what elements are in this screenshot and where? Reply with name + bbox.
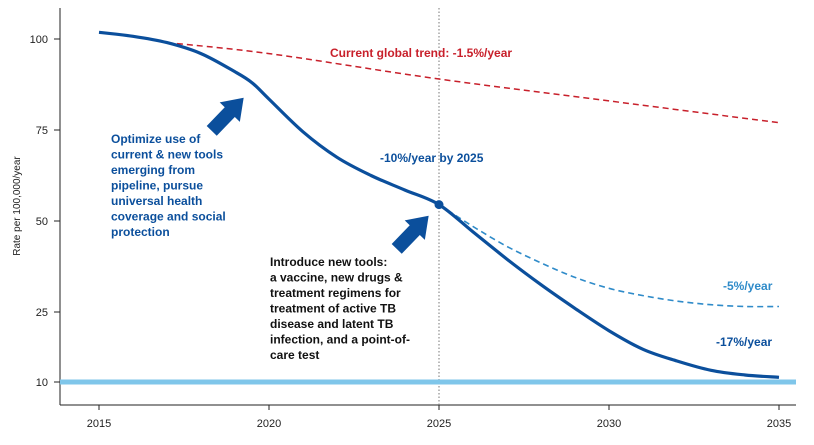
annotation-seventeen-percent: -17%/year <box>716 335 772 349</box>
x-tick-label: 2020 <box>257 418 281 430</box>
annotation-ten-percent: -10%/year by 2025 <box>380 151 484 165</box>
annotation-introduce-line: a vaccine, new drugs & <box>270 271 403 285</box>
annotation-optimize-line: Optimize use of <box>111 132 201 146</box>
y-tick-label: 100 <box>30 34 48 46</box>
annotation-five-percent: -5%/year <box>723 279 773 293</box>
annotation-introduce-line: disease and latent TB <box>270 317 394 331</box>
data-point-2025 <box>434 200 444 210</box>
arrow-optimize-icon <box>206 97 244 136</box>
arrow-introduce-icon <box>391 215 429 254</box>
annotation-optimize-line: protection <box>111 225 170 239</box>
x-tick-label: 2025 <box>427 418 451 430</box>
annotation-optimize-line: current & new tools <box>111 148 223 162</box>
x-tick-label: 2030 <box>597 418 621 430</box>
annotation-optimize-line: pipeline, pursue <box>111 179 203 193</box>
y-ticks: 10 25 50 75 100 <box>30 34 60 389</box>
annotation-introduce-line: Introduce new tools: <box>270 255 387 269</box>
annotation-current-trend: Current global trend: -1.5%/year <box>330 46 512 60</box>
annotation-introduce-line: treatment regimens for <box>270 286 401 300</box>
series-current-global-trend <box>166 41 780 124</box>
annotation-introduce-line: infection, and a point-of- <box>270 333 410 347</box>
annotation-optimize: Optimize use of current & new tools emer… <box>111 132 229 239</box>
x-tick-label: 2015 <box>87 418 111 430</box>
annotation-introduce-line: treatment of active TB <box>270 302 396 316</box>
annotation-introduce-line: care test <box>270 348 319 362</box>
series-minus-5-percent <box>438 203 780 308</box>
series-main-decline <box>98 30 780 379</box>
y-tick-label: 10 <box>36 377 48 389</box>
annotation-optimize-line: emerging from <box>111 163 195 177</box>
annotation-introduce: Introduce new tools: a vaccine, new drug… <box>270 255 413 362</box>
y-axis-label: Rate per 100,000/year <box>12 156 23 256</box>
y-tick-label: 75 <box>36 125 48 137</box>
annotation-optimize-line: universal health <box>111 194 202 208</box>
y-tick-label: 50 <box>36 216 48 228</box>
annotation-optimize-line: coverage and social <box>111 210 226 224</box>
x-tick-label: 2035 <box>767 418 791 430</box>
x-ticks: 2015 2020 2025 2030 2035 <box>87 405 791 430</box>
y-tick-label: 25 <box>36 307 48 319</box>
